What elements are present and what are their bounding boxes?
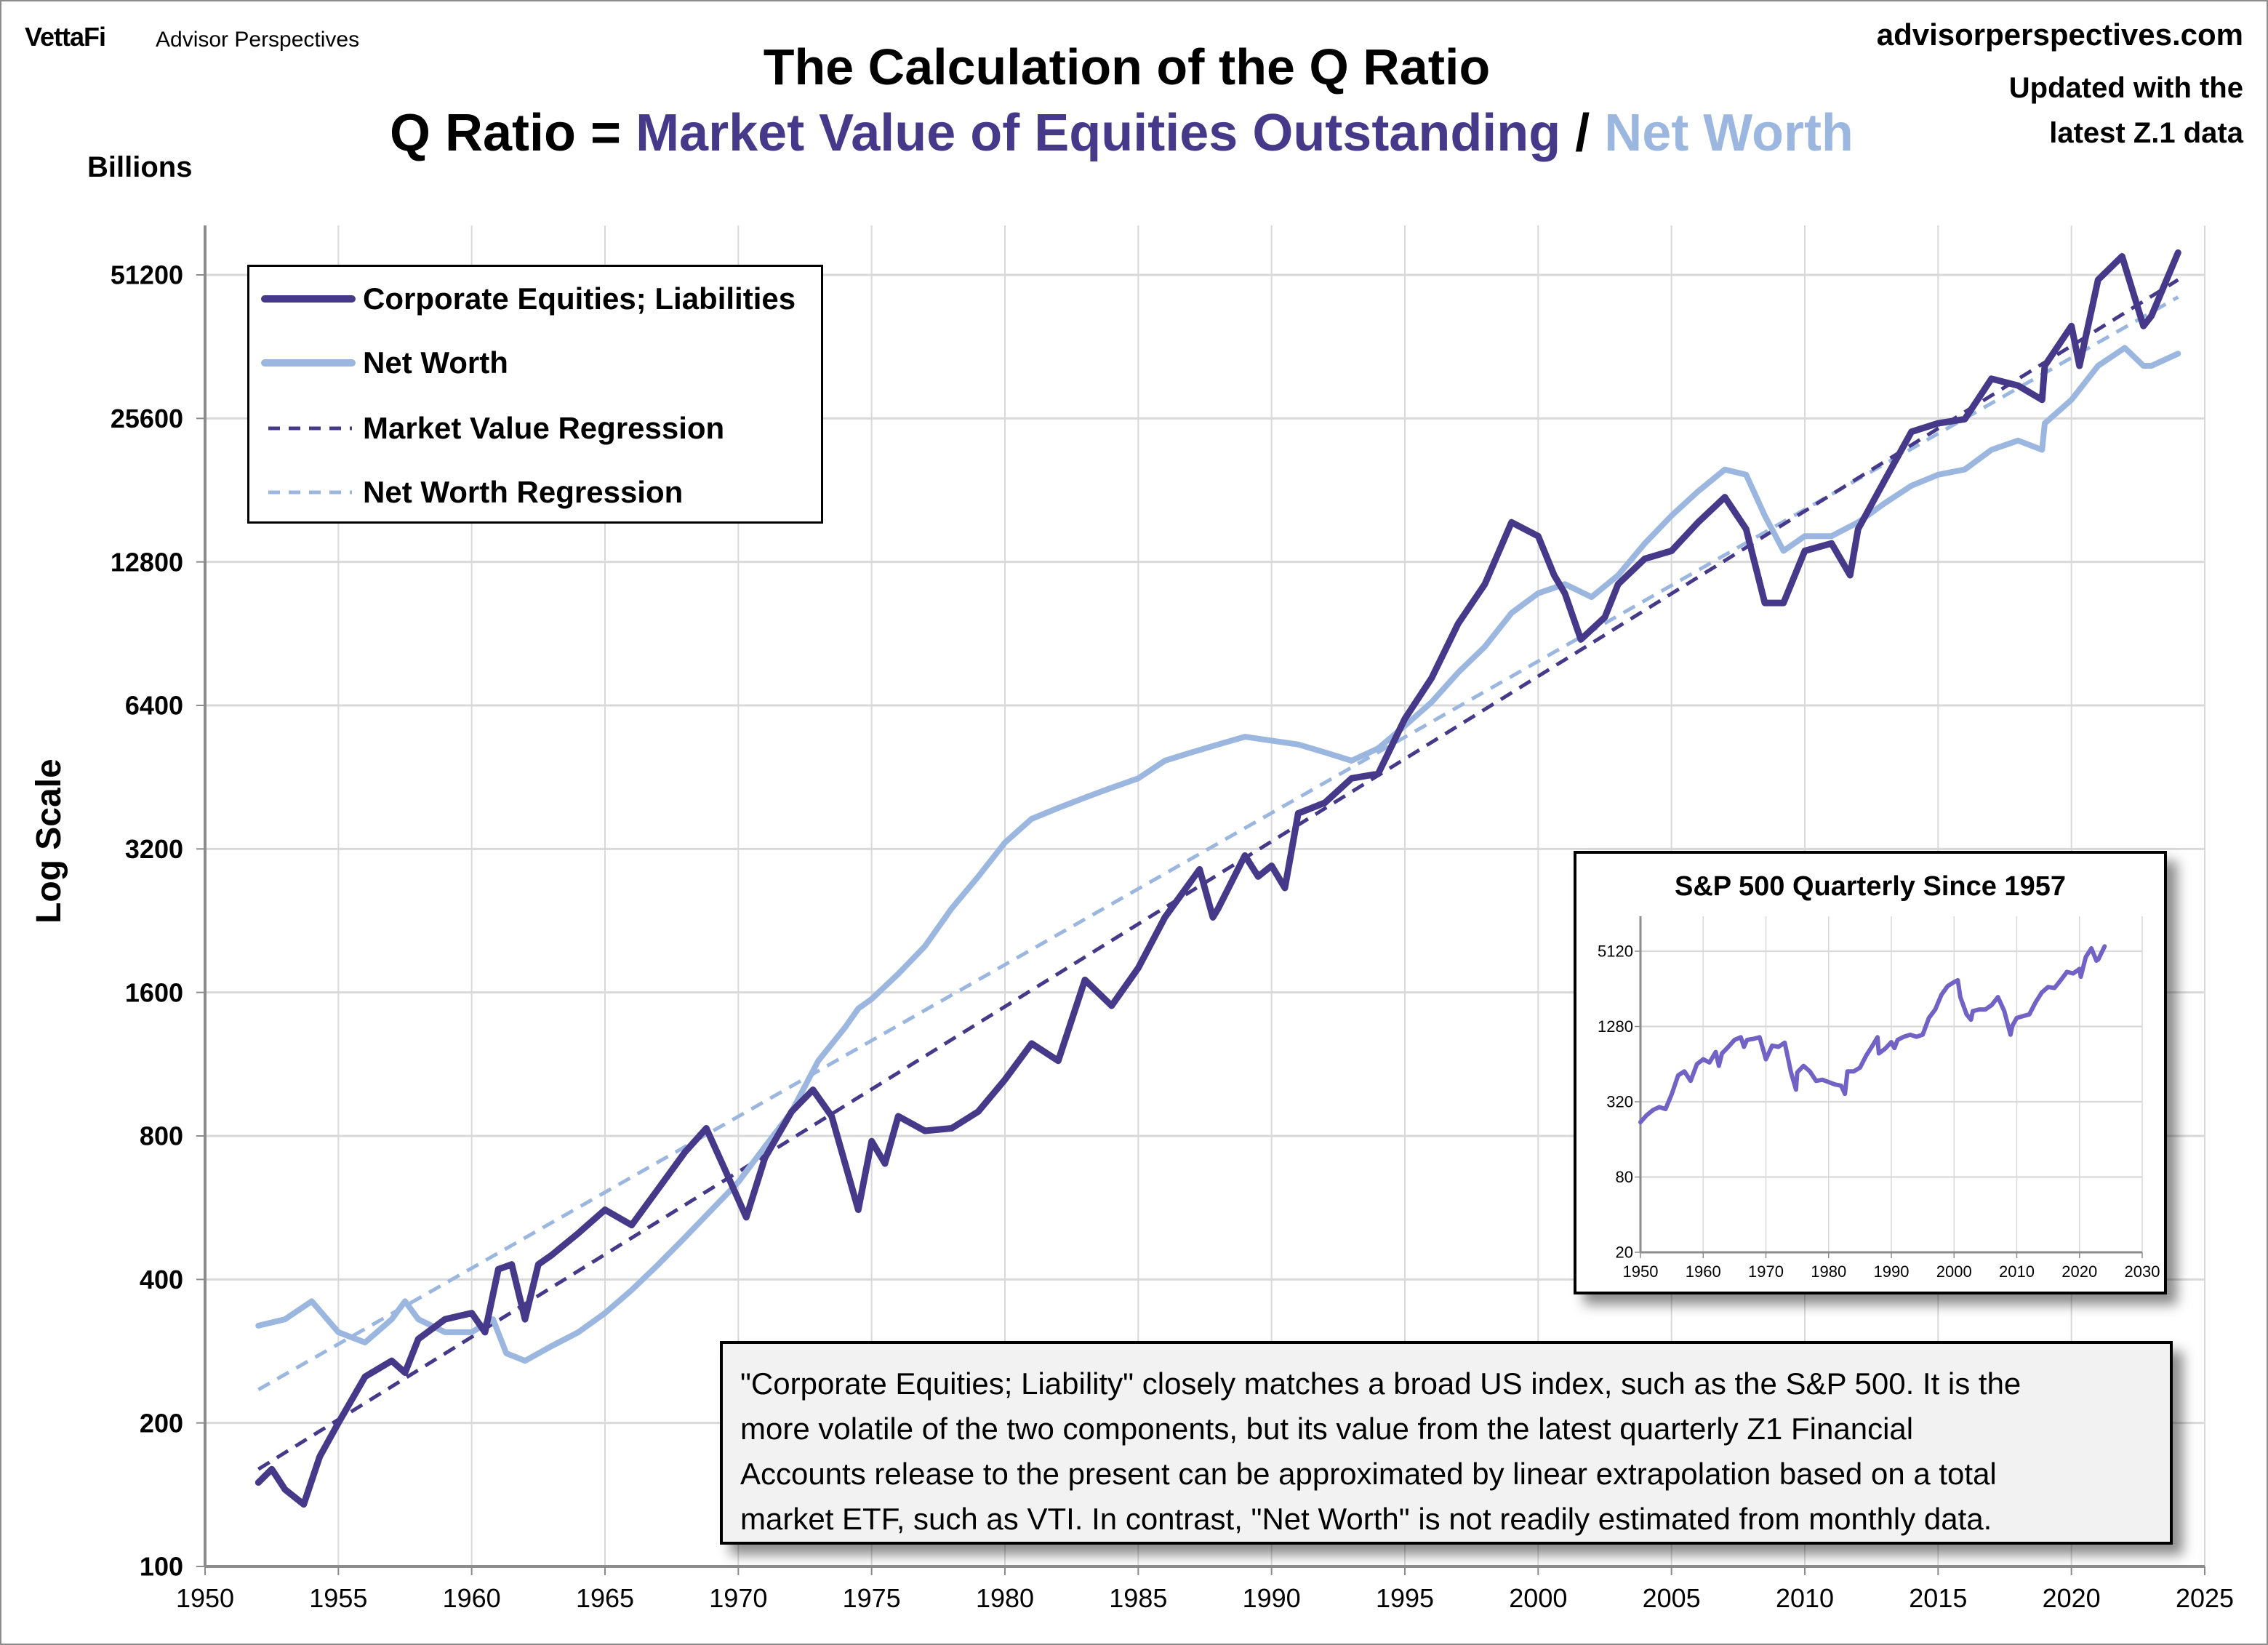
y-tick-label: 6400 bbox=[125, 691, 183, 721]
chart-title: The Calculation of the Q Ratio bbox=[0, 38, 2268, 96]
legend: Corporate Equities; Liabilities Net Wort… bbox=[247, 265, 823, 524]
chart-title-text: The Calculation of the Q Ratio bbox=[763, 39, 1491, 95]
inset-plot: 1950 1960 1970 1980 1990 2000 2010 2020 2030 20 80… bbox=[1598, 916, 2160, 1281]
x-tick-label: 2020 bbox=[2043, 1583, 2101, 1613]
y-tick-label: 25600 bbox=[111, 404, 183, 433]
y-tick-label: 100 bbox=[140, 1552, 183, 1582]
formula-denominator: Net Worth bbox=[1604, 104, 1854, 162]
legend-item-market-regression: Market Value Regression bbox=[261, 407, 724, 450]
update-note-line2: latest Z.1 data bbox=[2049, 117, 2243, 149]
legend-label: Corporate Equities; Liabilities bbox=[363, 281, 796, 316]
formula-prefix: Q Ratio = bbox=[390, 104, 636, 162]
legend-label: Net Worth bbox=[363, 345, 508, 380]
y-tick-label: 1600 bbox=[125, 977, 183, 1007]
explanatory-note: "Corporate Equities; Liability" closely … bbox=[720, 1341, 2173, 1545]
x-tick-label: 1970 bbox=[709, 1583, 767, 1613]
x-tick-label: 2010 bbox=[1776, 1583, 1834, 1613]
x-tick-label: 1985 bbox=[1109, 1583, 1167, 1613]
note-line: Accounts release to the present can be a… bbox=[740, 1457, 1997, 1491]
x-tick-label: 1960 bbox=[443, 1583, 501, 1613]
formula-slash: / bbox=[1560, 104, 1605, 162]
y-unit-label: Billions bbox=[87, 151, 193, 183]
x-tick-label: 1950 bbox=[176, 1583, 234, 1613]
market-value-regression-line bbox=[257, 278, 2179, 1471]
x-tick-label: 2015 bbox=[1909, 1583, 1967, 1613]
legend-item-equities: Corporate Equities; Liabilities bbox=[261, 277, 796, 321]
x-tick-label: 1960 bbox=[1686, 1262, 1721, 1281]
y-tick-label: 20 bbox=[1616, 1244, 1633, 1262]
brand-subtitle: Advisor Perspectives bbox=[156, 28, 360, 52]
y-tick-label: 5120 bbox=[1598, 942, 1633, 961]
brand-logo: VettaFi bbox=[25, 22, 106, 52]
note-line: "Corporate Equities; Liability" closely … bbox=[740, 1366, 2021, 1401]
x-tick-label: 2030 bbox=[2125, 1262, 2160, 1281]
legend-label: Net Worth Regression bbox=[363, 475, 684, 509]
x-tick-label: 2010 bbox=[1999, 1262, 2035, 1281]
update-note: Updated with the latest Z.1 data bbox=[2009, 65, 2243, 156]
x-tick-label: 2005 bbox=[1643, 1583, 1701, 1613]
x-tick-label: 2025 bbox=[2176, 1583, 2234, 1613]
y-tick-label: 400 bbox=[140, 1265, 183, 1294]
x-tick-label: 1980 bbox=[976, 1583, 1034, 1613]
formula-numerator: Market Value of Equities Outstanding bbox=[636, 104, 1561, 162]
legend-item-net-worth: Net Worth bbox=[261, 341, 508, 385]
y-tick-label: 80 bbox=[1616, 1168, 1633, 1186]
x-tick-label: 1975 bbox=[843, 1583, 901, 1613]
sp500-inset-chart: S&P 500 Quarterly Since 1957 1950 1960 197… bbox=[1574, 851, 2167, 1294]
site-url: advisorperspectives.com bbox=[1876, 17, 2243, 52]
legend-label: Market Value Regression bbox=[363, 411, 725, 445]
legend-swatch-market-regression bbox=[268, 426, 352, 431]
legend-item-net-worth-regression: Net Worth Regression bbox=[261, 471, 683, 514]
x-tick-label: 1970 bbox=[1748, 1262, 1784, 1281]
sp500-line bbox=[1638, 944, 2107, 1124]
note-line: market ETF, such as VTI. In contrast, "N… bbox=[740, 1502, 1992, 1536]
inset-title: S&P 500 Quarterly Since 1957 bbox=[1675, 871, 2066, 902]
x-tick-label: 1990 bbox=[1243, 1583, 1301, 1613]
x-tick-label: 2000 bbox=[1936, 1262, 1972, 1281]
y-tick-label: 12800 bbox=[111, 547, 183, 577]
note-line: more volatile of the two components, but… bbox=[740, 1412, 1914, 1446]
corporate-equities-line bbox=[255, 249, 2181, 1508]
x-tick-label: 2000 bbox=[1509, 1583, 1567, 1613]
y-tick-label: 800 bbox=[140, 1121, 183, 1151]
x-tick-label: 1995 bbox=[1376, 1583, 1434, 1613]
x-tick-label: 1965 bbox=[576, 1583, 634, 1613]
x-tick-label: 1980 bbox=[1811, 1262, 1846, 1281]
legend-swatch-net-worth-regression bbox=[268, 490, 352, 495]
x-tick-label: 1955 bbox=[309, 1583, 367, 1613]
update-note-line1: Updated with the bbox=[2008, 72, 2243, 104]
x-tick-label: 1950 bbox=[1623, 1262, 1659, 1281]
y-tick-label: 51200 bbox=[111, 260, 183, 290]
y-tick-label: 1280 bbox=[1598, 1017, 1633, 1036]
y-tick-label: 3200 bbox=[125, 834, 183, 864]
y-tick-label: 200 bbox=[140, 1408, 183, 1438]
net-worth-line bbox=[255, 345, 2181, 1364]
x-tick-label: 2020 bbox=[2061, 1262, 2097, 1281]
x-tick-label: 1990 bbox=[1874, 1262, 1910, 1281]
legend-swatch-net-worth bbox=[261, 359, 356, 367]
formula-subtitle: Q Ratio = Market Value of Equities Outst… bbox=[390, 103, 1854, 163]
y-tick-label: 320 bbox=[1606, 1093, 1633, 1111]
legend-swatch-equities bbox=[261, 295, 356, 303]
